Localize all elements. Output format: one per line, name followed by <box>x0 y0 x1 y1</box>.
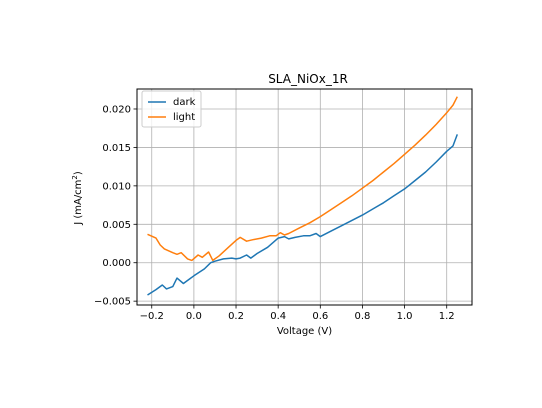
y-axis-label: J (mA/cm2) <box>71 171 84 226</box>
y-tick-label: 0.000 <box>102 258 131 269</box>
y-axis-label-main: J (mA/cm <box>73 180 84 226</box>
legend-box <box>141 90 202 128</box>
y-tick-label: 0.005 <box>102 220 131 231</box>
legend: dark light <box>141 90 202 128</box>
x-tick-label: −0.2 <box>140 311 164 322</box>
plot-frame <box>136 88 473 306</box>
x-tick-label: 0.6 <box>312 311 328 322</box>
y-tick-label: −0.005 <box>94 297 131 308</box>
y-tick-label: 0.020 <box>102 104 131 115</box>
y-axis-label-superscript: 2 <box>71 175 79 179</box>
y-tick-label: 0.015 <box>102 143 131 154</box>
y-axis-ticks: −0.005 0.000 0.005 0.010 0.015 0.020 <box>94 104 137 308</box>
x-tick-label: 0.4 <box>270 311 286 322</box>
series-line-dark <box>147 134 459 296</box>
legend-light-label: light <box>173 112 195 123</box>
x-axis-ticks: −0.2 0.0 0.2 0.4 0.6 0.8 1.0 1.2 <box>140 305 455 322</box>
y-axis-label-end: ) <box>73 171 84 175</box>
x-tick-label: 1.2 <box>439 311 455 322</box>
x-tick-label: 0.0 <box>186 311 202 322</box>
series-lines <box>147 96 459 296</box>
x-tick-label: 1.0 <box>397 311 413 322</box>
x-tick-label: 0.2 <box>228 311 244 322</box>
x-tick-label: 0.8 <box>354 311 370 322</box>
series-line-light <box>147 96 458 262</box>
y-tick-label: 0.010 <box>102 181 131 192</box>
x-axis-label: Voltage (V) <box>277 326 332 337</box>
chart-title: SLA_NiOx_1R <box>268 72 348 86</box>
legend-dark-label: dark <box>173 97 196 108</box>
grid-lines <box>137 89 472 305</box>
